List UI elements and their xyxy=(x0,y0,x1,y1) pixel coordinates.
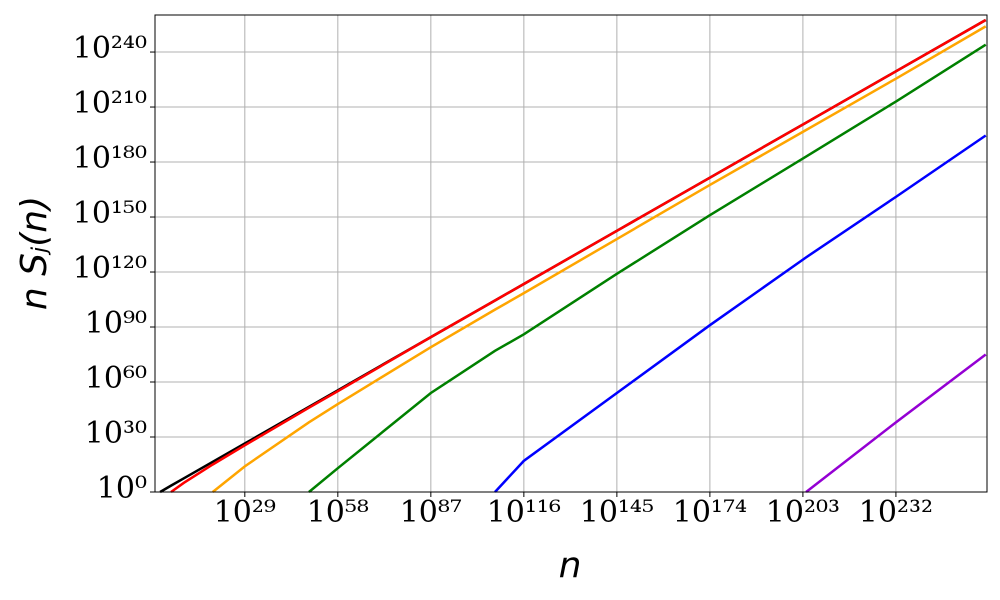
y-axis-label: n Sⱼ(n) xyxy=(14,196,55,310)
series-line xyxy=(170,18,987,494)
series-line xyxy=(211,25,987,493)
y-tick-label: 10²¹⁰ xyxy=(73,86,147,121)
series-line xyxy=(805,353,987,493)
y-tick-label: 10⁰ xyxy=(97,471,147,506)
y-tick-label: 10³⁰ xyxy=(85,416,147,451)
x-tick-label: 10⁸⁷ xyxy=(400,495,462,530)
x-tick-label: 10¹⁴⁵ xyxy=(580,495,654,530)
x-tick-label: 10²⁹ xyxy=(214,495,276,530)
x-tick-label: 10²³² xyxy=(859,495,933,530)
y-tick-label: 10⁶⁰ xyxy=(85,361,147,396)
x-axis-label: n xyxy=(559,545,582,586)
y-tick-label: 10¹⁵⁰ xyxy=(73,196,147,231)
y-tick-label: 10²⁴⁰ xyxy=(73,31,147,66)
y-tick-label: 10¹²⁰ xyxy=(73,251,147,286)
x-tick-label: 10¹¹⁶ xyxy=(487,495,561,530)
x-tick-label: 10¹⁷⁴ xyxy=(673,495,747,530)
x-tick-label: 10²⁰³ xyxy=(766,495,840,530)
x-tick-label: 10⁵⁸ xyxy=(307,495,369,530)
plot-frame xyxy=(154,14,988,493)
y-tick-label: 10⁹⁰ xyxy=(85,306,147,341)
series-line xyxy=(308,43,987,493)
series-line xyxy=(494,134,987,493)
y-tick-label: 10¹⁸⁰ xyxy=(73,141,147,176)
